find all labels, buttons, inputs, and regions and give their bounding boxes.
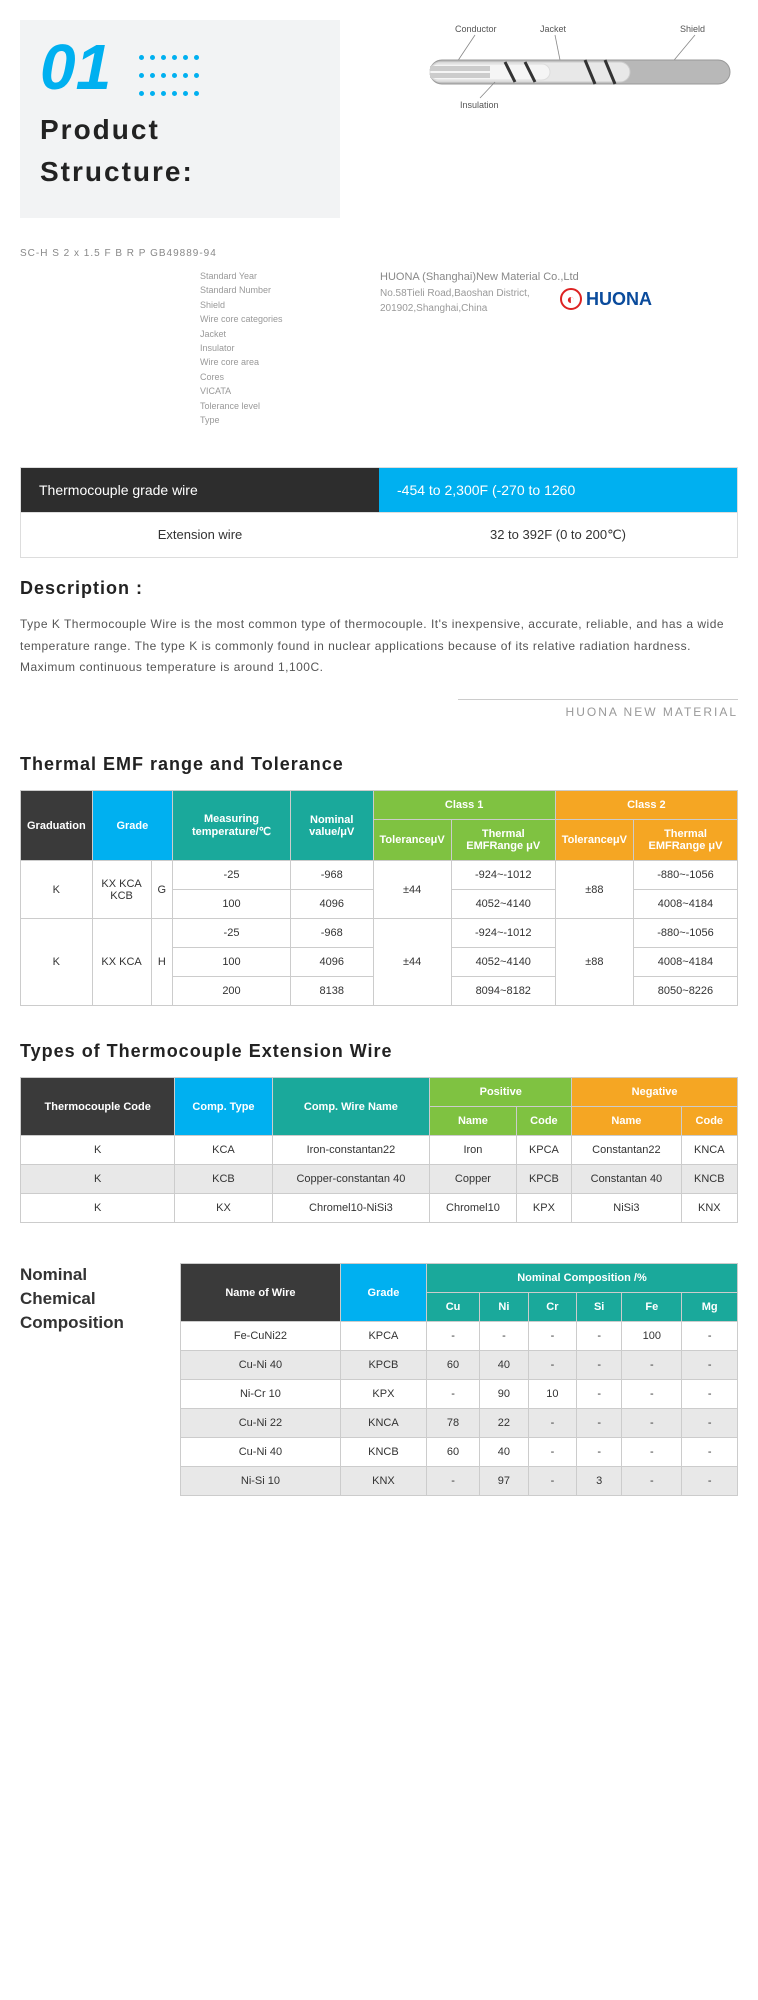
table-row: Cu-Ni 40KPCB6040---- (181, 1351, 738, 1380)
brand-line: HUONA NEW MATERIAL (458, 699, 738, 719)
th-neg-name: Name (572, 1107, 681, 1136)
extension-label: Extension wire (21, 513, 379, 557)
legend-area: Standard Year Standard Number Shield Wir… (0, 269, 758, 447)
th-mg: Mg (682, 1293, 738, 1322)
th-si: Si (577, 1293, 622, 1322)
thermo-grade-range: -454 to 2,300F (-270 to 1260 (379, 468, 737, 512)
th-emf2: Thermal EMFRange μV (633, 820, 737, 861)
table-row: Ni-Cr 10KPX-9010--- (181, 1380, 738, 1409)
legend-item: Cores (20, 370, 360, 384)
legend-item: VICATA (20, 384, 360, 398)
table-row: KKX KCA KCBG-25-968±44-924~-1012±88-880~… (21, 861, 738, 890)
legend-item: Type (20, 413, 360, 427)
header-section: 01 Product Structure: Conductor Jacket S… (0, 0, 758, 238)
company-info: HUONA (Shanghai)New Material Co.,Ltd No.… (380, 269, 738, 427)
huona-logo: ◐ HUONA (560, 286, 652, 313)
th-nominal: Nominal value/μV (290, 791, 373, 861)
th-wire-name: Name of Wire (181, 1264, 341, 1322)
table-row: Ni-Si 10KNX-97-3-- (181, 1467, 738, 1496)
extension-heading: Types of Thermocouple Extension Wire (20, 1041, 738, 1062)
label-conductor: Conductor (455, 24, 497, 34)
cable-diagram: Conductor Jacket Shield Insulation (360, 20, 740, 123)
th-emf1: Thermal EMFRange μV (451, 820, 555, 861)
nominal-section: Nominal Chemical Composition Name of Wir… (0, 1243, 758, 1516)
th-tol2: ToleranceμV (555, 820, 633, 861)
th-tol1: ToleranceμV (373, 820, 451, 861)
th-fe: Fe (622, 1293, 682, 1322)
table-row: KKX KCAH-25-968±44-924~-1012±88-880~-105… (21, 919, 738, 948)
emf-table: Graduation Grade Measuring temperature/℃… (20, 790, 738, 1006)
th-class2: Class 2 (555, 791, 737, 820)
address-1: No.58Tieli Road,Baoshan District, (380, 286, 738, 301)
th-comp-type: Comp. Type (175, 1078, 272, 1136)
emf-heading: Thermal EMF range and Tolerance (20, 754, 738, 775)
table-row: Cu-Ni 40KNCB6040---- (181, 1438, 738, 1467)
table-row: Cu-Ni 22KNCA7822---- (181, 1409, 738, 1438)
table-row: KKCBCopper-constantan 40CopperKPCBConsta… (21, 1165, 738, 1194)
th-positive: Positive (430, 1078, 572, 1107)
thermo-grade-label: Thermocouple grade wire (21, 468, 379, 512)
table-row: Fe-CuNi22KPCA----100- (181, 1322, 738, 1351)
section-number: 01 (40, 31, 111, 103)
table-row: Extension wire 32 to 392F (0 to 200℃) (21, 512, 737, 557)
th-tc-code: Thermocouple Code (21, 1078, 175, 1136)
th-graduation: Graduation (21, 791, 93, 861)
th-pos-name: Name (430, 1107, 516, 1136)
nominal-heading: Nominal Chemical Composition (20, 1263, 160, 1334)
logo-icon: ◐ (560, 288, 582, 310)
th-grade: Grade (340, 1264, 426, 1322)
table-row: KKXChromel10-NiSi3Chromel10KPXNiSi3KNX (21, 1194, 738, 1223)
description-heading: Description : (20, 578, 738, 599)
legend-item: Wire core categories (20, 312, 360, 326)
company-name: HUONA (Shanghai)New Material Co.,Ltd (380, 269, 738, 286)
th-grade: Grade (92, 791, 172, 861)
nominal-table: Name of Wire Grade Nominal Composition /… (180, 1263, 738, 1496)
th-negative: Negative (572, 1078, 738, 1107)
legend-item: Insulator (20, 341, 360, 355)
extension-table: Thermocouple Code Comp. Type Comp. Wire … (20, 1077, 738, 1223)
legend-item: Wire core area (20, 355, 360, 369)
legend-item: Standard Number (20, 283, 360, 297)
th-ni: Ni (480, 1293, 529, 1322)
temperature-table: Thermocouple grade wire -454 to 2,300F (… (20, 467, 738, 558)
legend-item: Jacket (20, 327, 360, 341)
label-insulation: Insulation (460, 100, 499, 110)
legend-item: Tolerance level (20, 399, 360, 413)
th-neg-code: Code (681, 1107, 737, 1136)
decorative-dots (136, 50, 202, 104)
product-title-1: Product (40, 114, 320, 146)
header-right: Conductor Jacket Shield Insulation (340, 20, 740, 133)
label-shield: Shield (680, 24, 705, 34)
emf-section: Thermal EMF range and Tolerance Graduati… (0, 754, 758, 1026)
th-pos-code: Code (516, 1107, 572, 1136)
header-left: 01 Product Structure: (20, 20, 340, 218)
th-wire-name: Comp. Wire Name (272, 1078, 430, 1136)
th-measuring: Measuring temperature/℃ (173, 791, 291, 861)
code-string: SC-H S 2 x 1.5 F B R P GB49889-94 (20, 248, 738, 259)
legend-item: Shield (20, 298, 360, 312)
extension-section: Types of Thermocouple Extension Wire The… (0, 1041, 758, 1243)
legend-item: Standard Year (20, 269, 360, 283)
description-section: Description : Type K Thermocouple Wire i… (0, 578, 758, 739)
address-2: 201902,Shanghai,China (380, 301, 738, 316)
table-row: KKCAIron-constantan22IronKPCAConstantan2… (21, 1136, 738, 1165)
description-text: Type K Thermocouple Wire is the most com… (20, 614, 738, 679)
extension-range: 32 to 392F (0 to 200℃) (379, 513, 737, 557)
product-title-2: Structure: (40, 156, 320, 188)
th-cu: Cu (426, 1293, 479, 1322)
label-jacket: Jacket (540, 24, 567, 34)
th-comp: Nominal Composition /% (426, 1264, 737, 1293)
legend-list: Standard Year Standard Number Shield Wir… (20, 269, 360, 427)
th-class1: Class 1 (373, 791, 555, 820)
table-row: Thermocouple grade wire -454 to 2,300F (… (21, 468, 737, 512)
th-cr: Cr (528, 1293, 577, 1322)
